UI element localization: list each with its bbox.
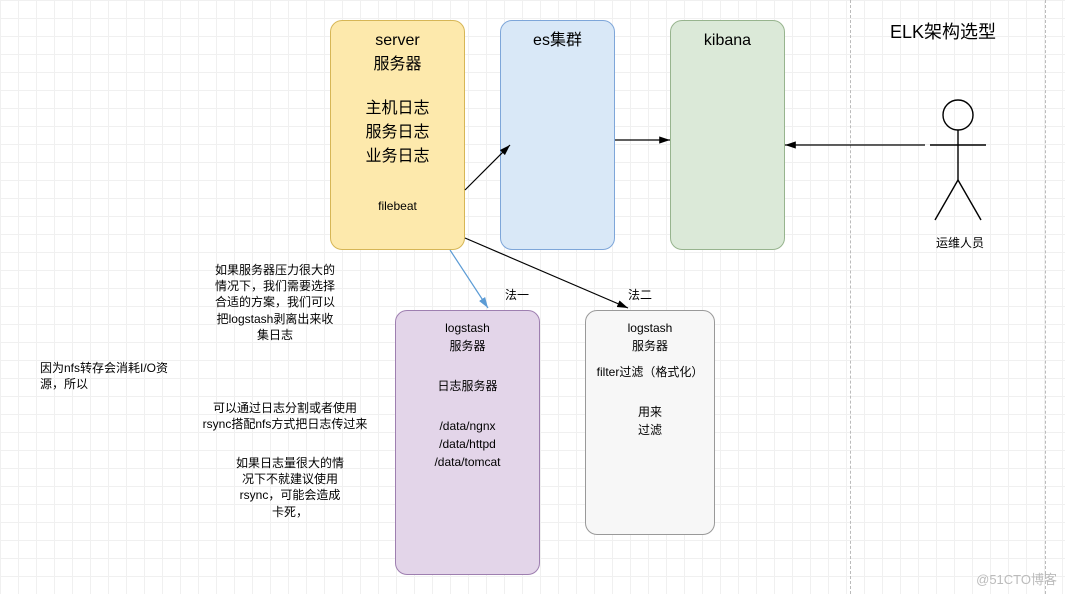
- server-line: 服务器: [337, 53, 458, 77]
- node-es: es集群: [500, 20, 615, 250]
- node-logstash1: logstash 服务器 日志服务器 /data/ngnx /data/http…: [395, 310, 540, 575]
- ls1-line: 日志服务器: [402, 377, 533, 395]
- server-line: 业务日志: [337, 145, 458, 169]
- node-kibana: kibana: [670, 20, 785, 250]
- actor-label: 运维人员: [935, 235, 985, 251]
- ls2-line: filter过滤（格式化）: [592, 363, 708, 381]
- separator-1: [850, 0, 851, 594]
- node-server: server 服务器 主机日志 服务日志 业务日志 filebeat: [330, 20, 465, 250]
- spacer: [337, 77, 458, 97]
- es-label: es集群: [507, 29, 608, 53]
- ls1-line: 服务器: [402, 337, 533, 355]
- edge-label-2: 法二: [628, 287, 652, 303]
- ls2-line: 用来: [592, 403, 708, 421]
- ls2-line: logstash: [592, 319, 708, 337]
- annotation-1: 如果服务器压力很大的情况下，我们需要选择合适的方案，我们可以把logstash剥…: [215, 262, 335, 343]
- kibana-label: kibana: [677, 29, 778, 53]
- server-filebeat: filebeat: [337, 197, 458, 215]
- ls1-line: /data/tomcat: [402, 453, 533, 471]
- annotation-4: 如果日志量很大的情况下不就建议使用rsync，可能会造成卡死，: [235, 455, 345, 520]
- server-line: server: [337, 29, 458, 53]
- spacer: [592, 355, 708, 363]
- spacer: [337, 169, 458, 197]
- edge-label-1: 法一: [505, 287, 529, 303]
- ls1-line: logstash: [402, 319, 533, 337]
- annotation-2: 因为nfs转存会消耗I/O资源，所以: [40, 360, 190, 392]
- spacer: [402, 395, 533, 417]
- server-line: 服务日志: [337, 121, 458, 145]
- annotation-3: 可以通过日志分割或者使用rsync搭配nfs方式把日志传过来: [200, 400, 370, 432]
- watermark: @51CTO博客: [976, 569, 1057, 588]
- ls1-line: /data/ngnx: [402, 417, 533, 435]
- node-logstash2: logstash 服务器 filter过滤（格式化） 用来 过滤: [585, 310, 715, 535]
- server-line: 主机日志: [337, 97, 458, 121]
- separator-2: [1045, 0, 1046, 594]
- ls1-line: /data/httpd: [402, 435, 533, 453]
- ls2-line: 过滤: [592, 421, 708, 439]
- spacer: [402, 355, 533, 377]
- diagram-title: ELK架构选型: [890, 20, 996, 44]
- ls2-line: 服务器: [592, 337, 708, 355]
- spacer: [592, 381, 708, 403]
